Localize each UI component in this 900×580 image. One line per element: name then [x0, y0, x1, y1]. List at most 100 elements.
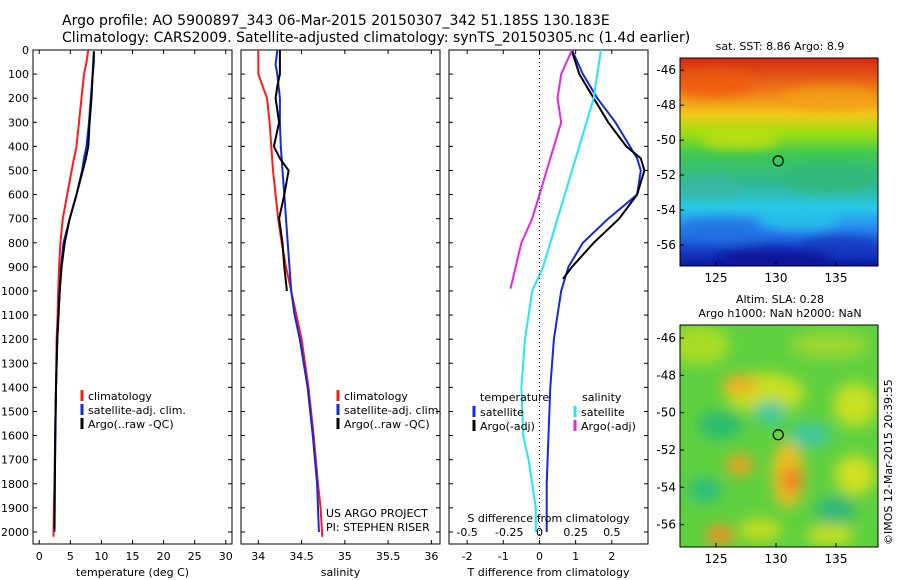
y-tick-label: 1600 — [1, 430, 29, 443]
x-tick-label: 135 — [825, 552, 848, 566]
top-tick-label: 0 — [536, 526, 543, 539]
top-tick-label: 0.25 — [563, 526, 588, 539]
sla-map: 125 130 135 -46 -48 -50 -52 -54 -56 — [656, 324, 879, 566]
sla-map-title-2: Argo h1000: NaN h2000: NaN — [698, 307, 861, 320]
series-line — [274, 49, 320, 533]
series-line — [53, 51, 95, 530]
project-name: US ARGO PROJECT — [326, 507, 428, 520]
y-tick-label: -56 — [656, 238, 676, 252]
x-tick-label: 125 — [705, 552, 728, 566]
x-tick-label: 35.5 — [376, 550, 401, 563]
y-tick-label: -50 — [656, 406, 676, 420]
y-tick-label: 1100 — [1, 309, 29, 322]
top-tick-label: -0.25 — [495, 526, 523, 539]
y-tick-label: -52 — [656, 443, 676, 457]
legend-label: Argo(-adj) — [581, 420, 636, 433]
x-tick-label: 10 — [94, 550, 108, 563]
legend-title-temperature: temperature — [480, 391, 549, 404]
x-tick-label: 36 — [424, 550, 438, 563]
y-tick-label: 800 — [8, 237, 29, 250]
x-tick-label: -2 — [462, 550, 473, 563]
x-tick-label: 35 — [338, 550, 352, 563]
difference-profile-panel: -2 -1 0 1 2 T difference from climatology -0.5… — [448, 49, 649, 579]
x-tick-label: 130 — [765, 552, 788, 566]
y-tick-label: -48 — [656, 98, 676, 112]
y-tick-label: -54 — [656, 203, 676, 217]
y-tick-label: -50 — [656, 133, 676, 147]
y-tick-label: 900 — [8, 261, 29, 274]
x-axis-label: T difference from climatology — [467, 566, 630, 579]
y-tick-label: -46 — [656, 63, 676, 77]
y-tick-label: 300 — [8, 116, 29, 129]
sst-map: 125 130 135 -46 -48 -50 -52 -54 -56 — [656, 57, 879, 285]
top-axis-label: S difference from climatology — [467, 512, 630, 525]
y-tick-label: 1200 — [1, 333, 29, 346]
sst-map-title: sat. SST: 8.86 Argo: 8.9 — [716, 40, 845, 53]
legend-title-salinity: salinity — [582, 391, 622, 404]
title-line-1: Argo profile: AO 5900897_343 06-Mar-2015… — [62, 13, 610, 29]
map-frame — [679, 57, 879, 267]
copyright-timestamp: ©IMOS 12-Mar-2015 20:39:55 — [882, 379, 895, 545]
legend-label: satellite-adj. clim. — [88, 404, 186, 417]
plot-frame — [448, 49, 649, 545]
plot-frame — [32, 49, 233, 545]
series-line — [545, 49, 642, 532]
x-axis-label: salinity — [321, 566, 361, 579]
y-tick-label: -46 — [656, 331, 676, 345]
y-tick-label: 500 — [8, 164, 29, 177]
sla-map-title-1: Altim. SLA: 0.28 — [736, 293, 824, 306]
x-tick-label: 135 — [825, 271, 848, 285]
y-tick-label: -54 — [656, 480, 676, 494]
legend-label: Argo(..raw -QC) — [88, 418, 174, 431]
x-tick-label: 20 — [157, 550, 171, 563]
sst-map-field — [680, 58, 878, 266]
y-tick-label: 1300 — [1, 357, 29, 370]
map-frame — [679, 324, 879, 548]
legend-label: climatology — [88, 390, 152, 403]
sla-map-field — [680, 325, 878, 547]
y-tick-label: 1800 — [1, 478, 29, 491]
y-tick-label: 400 — [8, 140, 29, 153]
y-tick-label: 2000 — [1, 526, 29, 539]
x-tick-label: 1 — [572, 550, 579, 563]
top-tick-label: -0.5 — [456, 526, 477, 539]
top-tick-label: 0.5 — [603, 526, 621, 539]
x-tick-label: 2 — [608, 550, 615, 563]
x-tick-label: 30 — [219, 550, 233, 563]
y-tick-label: -48 — [656, 368, 676, 382]
x-tick-label: -1 — [498, 550, 509, 563]
float-position-marker — [772, 429, 784, 441]
y-tick-label: 1900 — [1, 502, 29, 515]
x-tick-label: 25 — [188, 550, 202, 563]
series-line — [562, 50, 646, 280]
y-tick-label: 700 — [8, 213, 29, 226]
temperature-profile-panel: 0 5 10 15 20 25 300100200300400500600700800900… — [1, 44, 233, 579]
legend-label: satellite — [480, 406, 524, 419]
x-tick-label: 125 — [705, 271, 728, 285]
y-tick-label: 1000 — [1, 285, 29, 298]
y-tick-label: 1500 — [1, 405, 29, 418]
y-tick-label: 100 — [8, 68, 29, 81]
salinity-profile-panel: 34 34.5 35 35.5 36 salinity climatologysatelli… — [240, 49, 442, 579]
x-tick-label: 5 — [67, 550, 74, 563]
title-line-2: Climatology: CARS2009. Satellite-adjuste… — [62, 30, 690, 46]
legend-label: Argo(-adj) — [480, 420, 535, 433]
y-tick-label: 200 — [8, 92, 29, 105]
y-tick-label: -56 — [656, 518, 676, 532]
float-position-marker — [772, 155, 784, 167]
y-tick-label: 600 — [8, 189, 29, 202]
plot-frame — [240, 49, 441, 545]
legend-label: climatology — [344, 390, 408, 403]
x-tick-label: 130 — [765, 271, 788, 285]
y-tick-label: 1700 — [1, 454, 29, 467]
legend-label: Argo(..raw -QC) — [344, 418, 430, 431]
y-tick-label: -52 — [656, 168, 676, 182]
series-line — [509, 49, 573, 289]
series-line — [272, 50, 290, 292]
x-tick-label: 34.5 — [289, 550, 314, 563]
x-tick-label: 0 — [536, 550, 543, 563]
legend-label: satellite — [581, 406, 625, 419]
x-tick-label: 15 — [126, 550, 140, 563]
x-tick-label: 34 — [251, 550, 265, 563]
